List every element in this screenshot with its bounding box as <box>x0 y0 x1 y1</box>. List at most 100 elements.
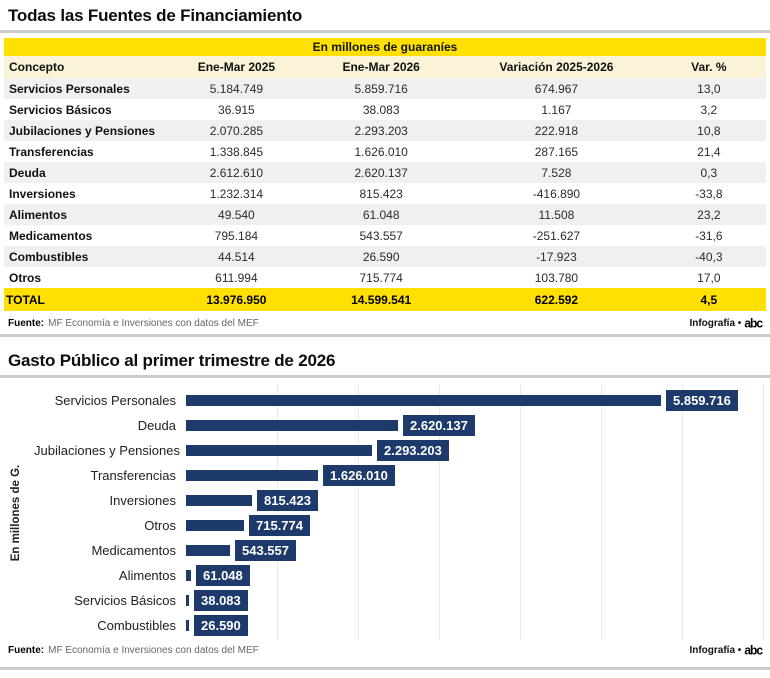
value-cell: 5.859.716 <box>354 81 408 96</box>
divider <box>0 667 770 670</box>
value-cell: 674.967 <box>534 81 579 96</box>
total-label: TOTAL <box>6 292 45 307</box>
bar-value-label: 2.620.137 <box>403 415 475 436</box>
bar <box>186 495 252 506</box>
bar-value-label: 715.774 <box>249 515 310 536</box>
value-cell: 21,4 <box>697 144 721 159</box>
source-label: Fuente: <box>8 317 45 329</box>
bar-category-label: Inversiones <box>109 493 176 508</box>
units-banner: En millones de guaraníes <box>4 38 766 56</box>
bar-row: Servicios Personales 5.859.716 <box>34 388 762 413</box>
bar-row: Servicios Básicos 38.083 <box>34 588 762 613</box>
divider <box>0 30 770 33</box>
value-cell: 44.514 <box>218 249 255 264</box>
bar-row: Otros 715.774 <box>34 513 762 538</box>
divider <box>0 375 770 378</box>
bar-track: 38.083 <box>186 590 762 611</box>
bar-category-label: Otros <box>144 518 176 533</box>
bar-track: 715.774 <box>186 515 762 536</box>
table-row: Deuda 2.612.610 2.620.137 7.528 0,3 <box>4 162 766 183</box>
value-cell: 2.612.610 <box>209 165 264 180</box>
value-cell: 17,0 <box>697 270 721 285</box>
value-cell: 1.626.010 <box>354 144 408 159</box>
bar <box>186 520 244 531</box>
value-cell: 1.167 <box>541 102 572 117</box>
value-cell: 2.070.285 <box>209 123 264 138</box>
divider <box>0 334 770 337</box>
credit: Infografía • abc <box>689 315 763 331</box>
bar-row: Combustibles 26.590 <box>34 613 762 638</box>
value-cell: 3,2 <box>700 102 718 117</box>
abc-logo: abc <box>744 315 763 331</box>
table-row: Otros 611.994 715.774 103.780 17,0 <box>4 267 766 288</box>
value-cell: 11.508 <box>538 207 575 222</box>
value-cell: 49.540 <box>218 207 255 222</box>
bar-category-label: Alimentos <box>118 568 176 583</box>
plot-area: Servicios Personales 5.859.716 Deuda 2.620.… <box>34 384 764 640</box>
bar <box>186 620 189 631</box>
financing-table: Concepto Ene-Mar 2025 Ene-Mar 2026 Variació… <box>4 56 766 311</box>
bar-track: 815.423 <box>186 490 762 511</box>
column-header: Ene-Mar 2025 <box>171 56 302 78</box>
bar-chart: En millones de G. Servicios Personales 5.… <box>8 384 764 640</box>
bar-track: 61.048 <box>186 565 762 586</box>
total-value: 14.599.541 <box>351 292 412 307</box>
bar-category-label: Jubilaciones y Pensiones <box>34 443 180 458</box>
value-cell: -33,8 <box>695 186 723 201</box>
concept-cell: Transferencias <box>9 144 94 159</box>
value-cell: -40,3 <box>695 249 723 264</box>
y-axis-label: En millones de G. <box>10 464 22 562</box>
spending-chart-section: Gasto Público al primer trimestre de 202… <box>0 337 770 670</box>
bar-row: Inversiones 815.423 <box>34 488 762 513</box>
bar <box>186 595 189 606</box>
bar-track: 2.620.137 <box>186 415 762 436</box>
total-row: TOTAL 13.976.950 14.599.541 622.592 4,5 <box>4 288 766 311</box>
bar-row: Jubilaciones y Pensiones 2.293.203 <box>34 438 762 463</box>
bar <box>186 570 191 581</box>
bar-value-label: 1.626.010 <box>323 465 395 486</box>
concept-cell: Alimentos <box>9 207 68 222</box>
bar-category-label: Servicios Básicos <box>74 593 176 608</box>
bar-category-label: Medicamentos <box>91 543 176 558</box>
table-row: Alimentos 49.540 61.048 11.508 23,2 <box>4 204 766 225</box>
total-value: 4,5 <box>700 292 718 307</box>
table-row: Inversiones 1.232.314 815.423 -416.890 -33,8 <box>4 183 766 204</box>
bar-row: Medicamentos 543.557 <box>34 538 762 563</box>
value-cell: 715.774 <box>359 270 403 285</box>
section1-title: Todas las Fuentes de Financiamiento <box>8 6 303 25</box>
bar-category-label: Servicios Personales <box>54 393 176 408</box>
table-header-row: Concepto Ene-Mar 2025 Ene-Mar 2026 Variació… <box>4 56 766 78</box>
bar-track: 2.293.203 <box>186 440 762 461</box>
value-cell: 26.590 <box>362 249 400 264</box>
table-row: Medicamentos 795.184 543.557 -251.627 -31,6 <box>4 225 766 246</box>
concept-cell: Deuda <box>9 165 46 180</box>
bar <box>186 545 230 556</box>
value-cell: 61.048 <box>362 207 400 222</box>
total-value: 13.976.950 <box>206 292 267 307</box>
bar-value-label: 2.293.203 <box>377 440 449 461</box>
value-cell: 815.423 <box>359 186 403 201</box>
value-cell: 10,8 <box>697 123 721 138</box>
table-row: Servicios Básicos 36.915 38.083 1.167 3,2 <box>4 99 766 120</box>
value-cell: 13,0 <box>697 81 721 96</box>
value-cell: 611.994 <box>215 270 258 285</box>
bar-row: Alimentos 61.048 <box>34 563 762 588</box>
bar-value-label: 543.557 <box>235 540 296 561</box>
bar-track: 26.590 <box>186 615 762 636</box>
column-header: Ene-Mar 2026 <box>301 56 462 78</box>
bar-row: Deuda 2.620.137 <box>34 413 762 438</box>
bar-value-label: 61.048 <box>196 565 250 586</box>
value-cell: 7.528 <box>541 165 572 180</box>
source-text: MF Economía e Inversiones con datos del … <box>48 317 259 329</box>
bar-track: 543.557 <box>186 540 762 561</box>
value-cell: 543.557 <box>359 228 403 243</box>
column-header: Concepto <box>4 56 172 78</box>
bar <box>186 470 318 481</box>
financing-section: Todas las Fuentes de Financiamiento En m… <box>0 0 770 337</box>
value-cell: 795.184 <box>214 228 259 243</box>
bar <box>186 445 372 456</box>
bar-track: 1.626.010 <box>186 465 762 486</box>
abc-logo: abc <box>744 642 763 658</box>
bar <box>186 420 398 431</box>
